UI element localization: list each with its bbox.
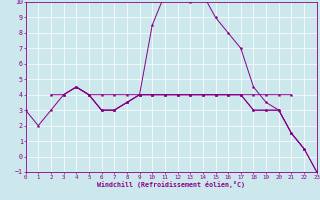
X-axis label: Windchill (Refroidissement éolien,°C): Windchill (Refroidissement éolien,°C)	[97, 181, 245, 188]
